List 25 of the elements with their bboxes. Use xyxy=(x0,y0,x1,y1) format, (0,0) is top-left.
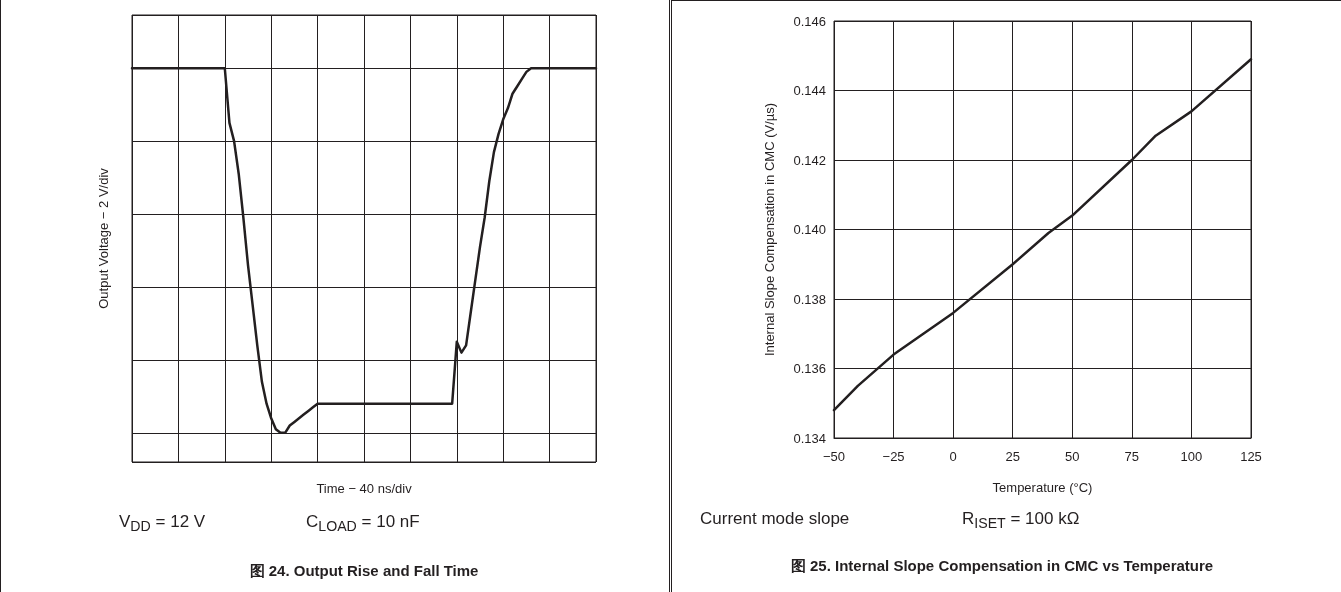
x-tick-label: 50 xyxy=(1065,449,1080,464)
y-tick-label: 0.138 xyxy=(793,291,826,307)
x-tick-label: 125 xyxy=(1240,449,1262,464)
y-axis-title: Output Voltage − 2 V/div xyxy=(96,167,111,309)
y-tick-label: 0.140 xyxy=(793,222,826,237)
y-tick-label: 0.134 xyxy=(793,430,826,446)
x-tick-label: −50 xyxy=(822,449,846,464)
text: Current mode slope xyxy=(700,509,850,529)
x-tick-label: 75 xyxy=(1124,449,1140,464)
y-axis-title: Internal Slope Compensation in CMC (V/µs) xyxy=(762,102,777,357)
x-tick-label: −25 xyxy=(882,449,905,464)
x-tick-label: 0 xyxy=(949,449,957,464)
text: 图 25. Internal Slope Compensation in CMC vs Temperature xyxy=(790,557,1214,576)
text: R$_{ISET}$ = 100 kΩ xyxy=(962,509,1080,532)
y-tick-label: 0.142 xyxy=(793,152,826,168)
x-tick-label: 25 xyxy=(1005,449,1020,464)
text: 图 24. Output Rise and Fall Time xyxy=(249,562,479,581)
y-tick-label: 0.136 xyxy=(793,361,826,376)
x-axis-title: Time − 40 ns/div xyxy=(316,481,413,496)
y-tick-label: 0.144 xyxy=(793,83,826,98)
text: C$_{LOAD}$ = 10 nF xyxy=(306,512,420,535)
x-tick-label: 100 xyxy=(1180,449,1203,464)
y-tick-label: 0.146 xyxy=(793,13,826,29)
text: V$_{DD}$ = 12 V xyxy=(119,512,206,535)
x-axis-title: Temperature (°C) xyxy=(992,480,1093,495)
